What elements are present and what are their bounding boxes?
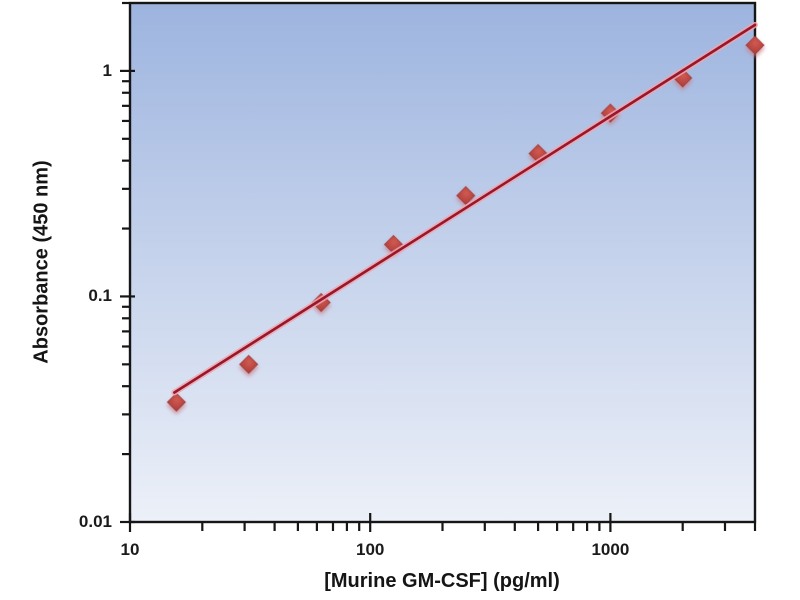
x-axis-label: [Murine GM-CSF] (pg/ml) [324,570,560,592]
trend-line [173,23,757,394]
y-tick-label: 0.1 [88,286,112,306]
x-tick-label: 100 [356,540,385,559]
data-point [455,185,476,206]
data-point [166,392,187,413]
x-tick-label: 10 [120,540,140,559]
data-point [745,35,765,56]
data-point [238,354,259,375]
axis-ticks [120,1,757,532]
y-tick-label: 0.01 [78,512,112,531]
x-tick-label: 1000 [591,540,630,559]
plot-border [128,1,757,524]
y-tick-label: 1 [102,60,112,80]
data-points [166,35,765,413]
y-axis-label: Absorbance (450 nm) [30,160,53,364]
